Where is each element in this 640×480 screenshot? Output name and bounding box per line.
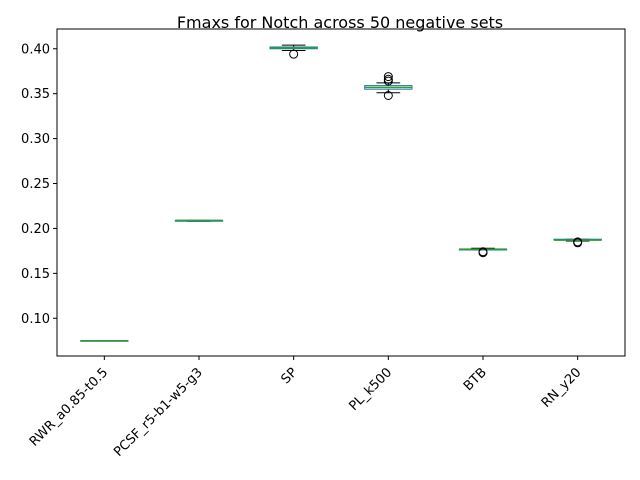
x-tick-label: RWR_a0.85-t0.5 <box>27 365 111 449</box>
y-tick-label: 0.15 <box>21 267 50 282</box>
outlier-point <box>478 247 488 257</box>
outlier-point <box>383 90 393 100</box>
x-tick-label: SP <box>279 365 301 387</box>
chart-title: Fmaxs for Notch across 50 negative sets <box>177 13 503 32</box>
box-group <box>269 44 318 59</box>
box-group <box>80 339 129 342</box>
x-tick-label: PL_k500 <box>346 365 395 414</box>
y-tick-label: 0.40 <box>21 42 50 57</box>
outlier-point <box>573 237 583 247</box>
outlier-point <box>383 74 393 84</box>
box-group <box>553 237 602 248</box>
axes-frame <box>56 28 626 357</box>
box-group <box>174 219 224 222</box>
y-tick-label: 0.20 <box>21 222 50 237</box>
box-group <box>458 247 508 258</box>
y-tick-label: 0.25 <box>21 177 50 192</box>
box-group <box>364 72 413 100</box>
x-tick-label: BTB <box>461 365 490 394</box>
outlier-point <box>383 72 393 82</box>
y-tick-label: 0.35 <box>21 87 50 102</box>
x-tick-label: RN_y20 <box>539 365 585 411</box>
plot-area <box>80 44 602 342</box>
x-axis: RWR_a0.85-t0.5 PCSF_r5-b1-w5-g3 SP PL_k500 B… <box>27 356 585 460</box>
outlier-point <box>289 49 299 59</box>
y-tick-label: 0.10 <box>21 312 50 327</box>
y-tick-label: 0.30 <box>21 132 50 147</box>
x-tick-label: PCSF_r5-b1-w5-g3 <box>111 365 206 460</box>
y-axis: 0.10 0.15 0.20 0.25 0.30 0.35 0.40 <box>21 42 57 327</box>
